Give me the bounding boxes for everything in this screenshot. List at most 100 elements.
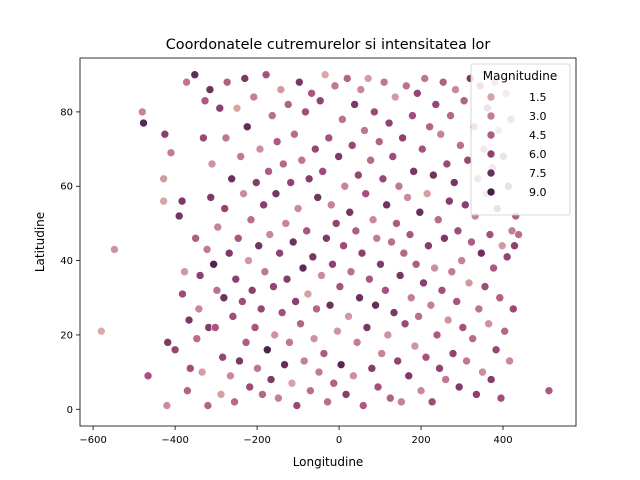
legend-label: 4.5	[529, 129, 547, 142]
x-axis-label: Longitudine	[293, 455, 364, 469]
data-point	[275, 248, 284, 258]
data-point	[366, 155, 375, 165]
data-point	[422, 189, 432, 198]
data-point	[409, 167, 418, 176]
data-point	[178, 289, 187, 299]
data-point	[166, 148, 176, 158]
data-point	[463, 155, 473, 165]
data-point	[477, 248, 486, 258]
y-tick-label: 20	[60, 330, 73, 341]
data-point	[451, 85, 460, 94]
data-point	[277, 308, 287, 317]
data-point	[344, 312, 353, 321]
data-point	[431, 100, 441, 109]
data-point	[467, 237, 476, 247]
data-point	[446, 111, 455, 120]
data-point	[185, 364, 195, 373]
data-point	[314, 367, 324, 377]
data-point	[453, 226, 463, 236]
data-point	[276, 85, 286, 94]
data-point	[324, 133, 334, 143]
data-point	[322, 233, 331, 243]
data-point	[302, 226, 311, 236]
data-point	[239, 189, 248, 198]
y-tick-label: 40	[60, 256, 73, 267]
y-tick-label: 0	[67, 405, 73, 416]
data-point	[170, 345, 180, 355]
data-point	[381, 286, 390, 295]
data-point	[274, 393, 283, 403]
data-point	[442, 159, 452, 169]
x-axis: −600 −400 −200 0 200 400	[79, 426, 513, 446]
data-point	[310, 144, 320, 154]
data-point	[360, 126, 369, 135]
data-point	[265, 230, 275, 239]
data-point	[510, 241, 519, 251]
data-point	[299, 356, 309, 366]
data-point	[312, 304, 321, 314]
data-point	[480, 282, 490, 291]
data-point	[339, 241, 348, 251]
data-point	[416, 386, 426, 395]
data-point	[215, 103, 225, 113]
data-point	[373, 382, 383, 392]
points-layer	[97, 70, 554, 410]
legend-marker	[486, 149, 496, 159]
data-point	[283, 100, 293, 109]
y-tick-label: 80	[60, 107, 73, 118]
data-point	[371, 300, 380, 310]
data-point	[97, 326, 106, 336]
data-point	[415, 207, 425, 217]
x-tick-label: 400	[493, 435, 512, 446]
data-point	[206, 193, 216, 202]
data-point	[110, 245, 119, 254]
data-point	[242, 122, 252, 132]
data-point	[221, 133, 231, 143]
data-point	[505, 356, 514, 366]
data-point	[264, 167, 273, 176]
data-point	[443, 315, 453, 325]
data-point	[340, 181, 350, 191]
data-point	[335, 282, 345, 291]
data-point	[386, 393, 395, 403]
data-point	[328, 259, 337, 269]
data-point	[287, 378, 297, 388]
data-point	[355, 293, 364, 303]
data-point	[372, 233, 382, 243]
data-point	[236, 152, 245, 161]
data-point	[426, 300, 436, 310]
data-point	[219, 293, 229, 303]
data-point	[472, 390, 481, 399]
x-tick-label: 200	[412, 435, 431, 446]
data-point	[368, 215, 378, 224]
data-point	[345, 207, 355, 217]
data-point	[389, 308, 399, 317]
data-point	[260, 267, 270, 277]
data-point	[370, 107, 379, 117]
data-point	[342, 74, 352, 83]
data-point	[230, 397, 239, 407]
data-point	[378, 174, 388, 184]
data-point	[454, 382, 464, 392]
data-point	[210, 323, 220, 332]
data-point	[254, 241, 264, 251]
data-point	[244, 256, 253, 265]
data-point	[361, 189, 371, 198]
data-point	[266, 375, 276, 384]
data-point	[362, 323, 372, 332]
data-point	[212, 286, 222, 295]
data-point	[457, 256, 466, 265]
data-point	[491, 345, 501, 355]
data-point	[336, 360, 346, 369]
data-point	[376, 259, 385, 269]
data-point	[279, 159, 288, 169]
data-point	[403, 193, 412, 202]
data-point	[400, 319, 410, 329]
data-point	[213, 222, 223, 232]
data-point	[424, 241, 433, 251]
data-point	[397, 397, 406, 407]
data-point	[207, 159, 217, 169]
data-point	[139, 118, 148, 128]
data-point	[286, 178, 296, 187]
